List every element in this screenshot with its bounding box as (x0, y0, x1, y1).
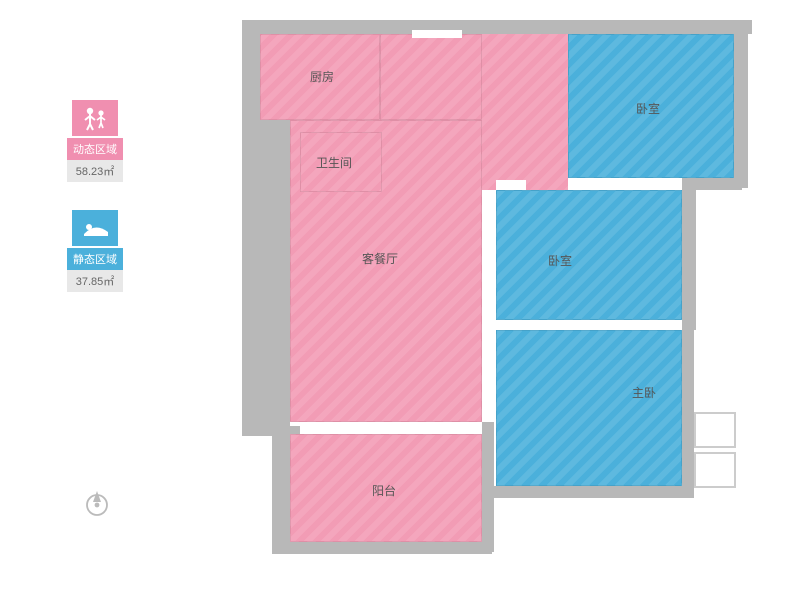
room-label-bedroom2: 卧室 (548, 252, 572, 269)
wall-segment (682, 178, 742, 190)
room-label-balcony: 阳台 (372, 482, 396, 499)
wall-segment (682, 320, 694, 498)
legend-static-label: 静态区域 (67, 248, 123, 270)
room-bedroom2 (496, 190, 682, 320)
room-label-bedroom1: 卧室 (636, 100, 660, 117)
room-label-bathroom: 卫生间 (316, 154, 352, 171)
room-master (496, 330, 682, 486)
hallway (482, 34, 568, 190)
room-label-living: 客餐厅 (362, 250, 398, 267)
room-label-master: 主卧 (632, 384, 656, 401)
balcony-extension (694, 412, 736, 448)
legend-dynamic-label: 动态区域 (67, 138, 123, 160)
wall-segment (682, 190, 696, 330)
sleep-icon (72, 210, 118, 246)
door-opening (496, 180, 526, 190)
legend-dynamic-value: 58.23㎡ (67, 160, 123, 182)
room-label-kitchen: 厨房 (310, 68, 334, 85)
wall-segment (242, 20, 260, 130)
wall-segment (242, 20, 752, 34)
wall-segment (734, 20, 748, 188)
legend-dynamic: 动态区域 58.23㎡ (60, 100, 130, 182)
floorplan: 厨房客餐厅卫生间阳台卧室卧室主卧 (242, 20, 762, 560)
wall-segment (242, 116, 290, 436)
room-entry (380, 34, 482, 120)
door-opening (412, 30, 462, 38)
wall-segment (482, 486, 694, 498)
compass-icon (80, 485, 114, 524)
legend-static: 静态区域 37.85㎡ (60, 210, 130, 292)
door-opening (482, 360, 496, 390)
door-opening (482, 220, 496, 250)
wall-segment (272, 542, 492, 554)
balcony-extension (694, 452, 736, 488)
legend-static-value: 37.85㎡ (67, 270, 123, 292)
legend-panel: 动态区域 58.23㎡ 静态区域 37.85㎡ (60, 100, 130, 320)
people-icon (72, 100, 118, 136)
